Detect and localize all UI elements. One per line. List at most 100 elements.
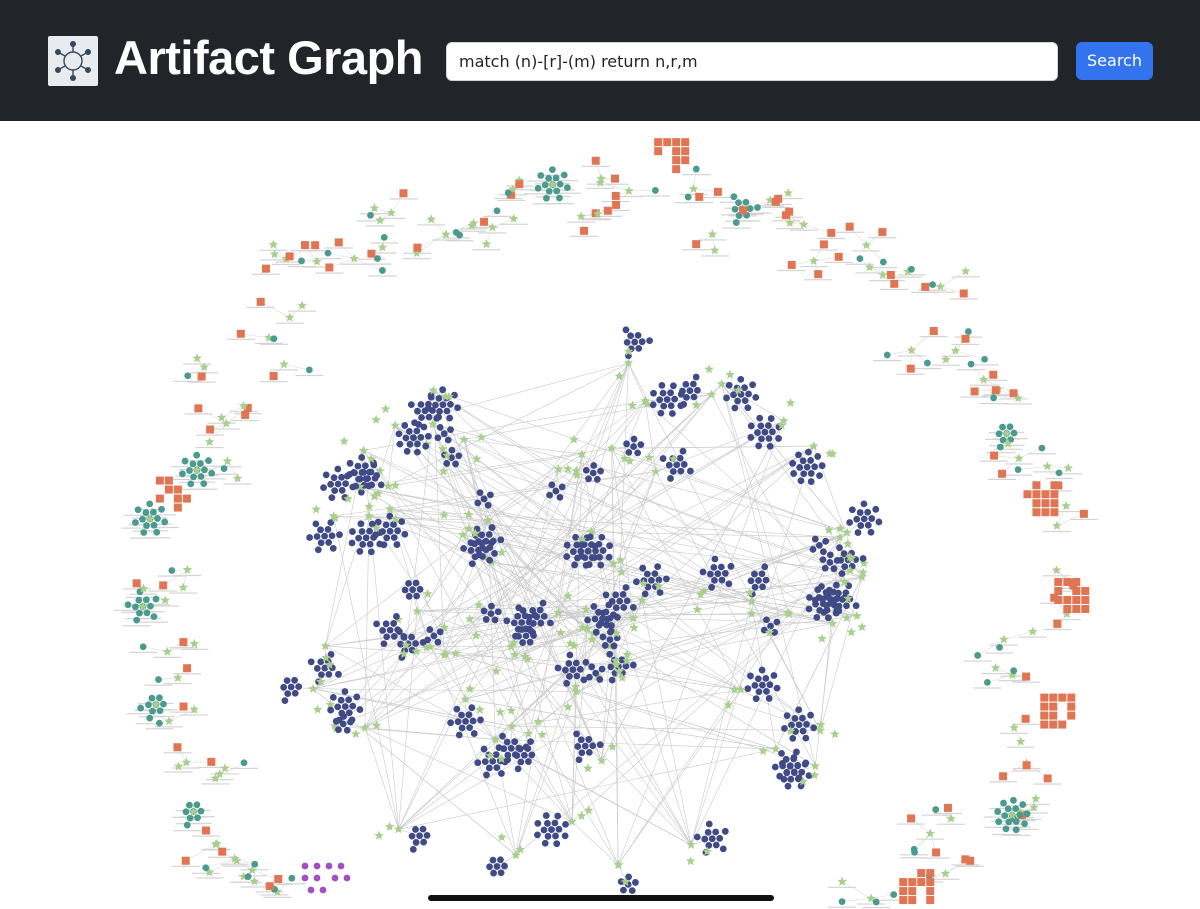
- node: [548, 826, 555, 834]
- node: [418, 414, 425, 421]
- node-star: [510, 649, 520, 659]
- node-square: [991, 386, 1000, 395]
- node-star: [450, 648, 461, 658]
- node: [357, 520, 365, 528]
- edge: [394, 425, 614, 564]
- node: [444, 436, 452, 444]
- node-star: [622, 655, 632, 665]
- node: [313, 862, 321, 870]
- node: [462, 717, 469, 725]
- node-caption: [478, 232, 507, 234]
- node-star: [312, 704, 323, 714]
- node: [723, 394, 730, 402]
- node: [548, 481, 556, 489]
- search-button[interactable]: Search: [1076, 42, 1153, 80]
- node: [996, 443, 1004, 451]
- node: [824, 614, 832, 622]
- node: [773, 684, 781, 692]
- edge: [585, 745, 602, 761]
- node-caption: [1054, 473, 1083, 475]
- edge: [495, 739, 776, 750]
- node: [335, 670, 342, 678]
- node: [409, 586, 417, 594]
- node: [519, 639, 527, 646]
- node-square: [159, 581, 168, 590]
- node: [879, 258, 887, 266]
- node-caption: [526, 180, 555, 182]
- node-star: [391, 513, 401, 523]
- edges: [114, 160, 1098, 909]
- node: [468, 560, 476, 568]
- node-star: [587, 634, 597, 644]
- node-caption: [370, 242, 399, 244]
- node: [826, 595, 834, 603]
- node: [811, 535, 819, 543]
- node: [660, 402, 668, 410]
- edge: [644, 400, 657, 472]
- node: [334, 465, 342, 473]
- node: [183, 821, 191, 829]
- node-caption: [246, 306, 275, 309]
- node: [576, 665, 584, 673]
- node: [656, 589, 664, 596]
- node: [546, 491, 553, 499]
- node-caption: [226, 338, 255, 340]
- node-caption: [302, 266, 331, 268]
- node-star: [476, 432, 486, 442]
- node: [763, 616, 770, 624]
- node-caption: [998, 680, 1027, 682]
- node-square: [399, 189, 408, 198]
- node-caption: [324, 247, 353, 249]
- node: [634, 449, 642, 457]
- node: [601, 642, 609, 649]
- edge: [387, 425, 396, 487]
- node-star: [442, 450, 452, 460]
- edge: [205, 858, 235, 869]
- node-caption: [212, 428, 241, 430]
- node: [716, 834, 724, 842]
- node: [582, 658, 590, 666]
- node: [314, 546, 322, 554]
- node-star: [514, 175, 525, 185]
- search-input[interactable]: match (n)-[r]-(m) return n,r,m: [446, 42, 1058, 81]
- node: [834, 594, 842, 602]
- node: [721, 827, 729, 835]
- node: [426, 626, 434, 633]
- node: [623, 339, 631, 346]
- node: [467, 547, 475, 554]
- node-star: [349, 253, 359, 263]
- node: [561, 666, 569, 674]
- node-square: [164, 485, 173, 494]
- node-caption: [984, 826, 1013, 828]
- node-caption: [845, 263, 874, 265]
- node: [787, 775, 795, 783]
- node-caption: [402, 258, 431, 260]
- node: [534, 184, 542, 192]
- node: [336, 531, 343, 539]
- logo[interactable]: [48, 36, 98, 86]
- edge: [398, 570, 851, 830]
- node: [592, 628, 600, 636]
- node: [572, 533, 580, 541]
- node: [346, 459, 354, 467]
- node: [342, 480, 350, 488]
- node: [358, 528, 366, 535]
- edge: [463, 439, 582, 455]
- node: [591, 615, 599, 623]
- node-caption: [1004, 474, 1033, 476]
- node-caption: [1012, 770, 1041, 772]
- node-star: [846, 627, 857, 637]
- node: [455, 452, 463, 460]
- node-star: [809, 256, 819, 265]
- node: [341, 688, 349, 695]
- node-caption: [172, 767, 201, 769]
- node-star: [483, 515, 493, 525]
- node: [412, 826, 419, 833]
- node-square: [182, 494, 191, 503]
- node: [468, 704, 476, 712]
- node: [659, 455, 667, 462]
- node-star: [596, 173, 606, 183]
- edge: [611, 400, 646, 449]
- node: [718, 576, 726, 584]
- node-square: [1067, 702, 1076, 711]
